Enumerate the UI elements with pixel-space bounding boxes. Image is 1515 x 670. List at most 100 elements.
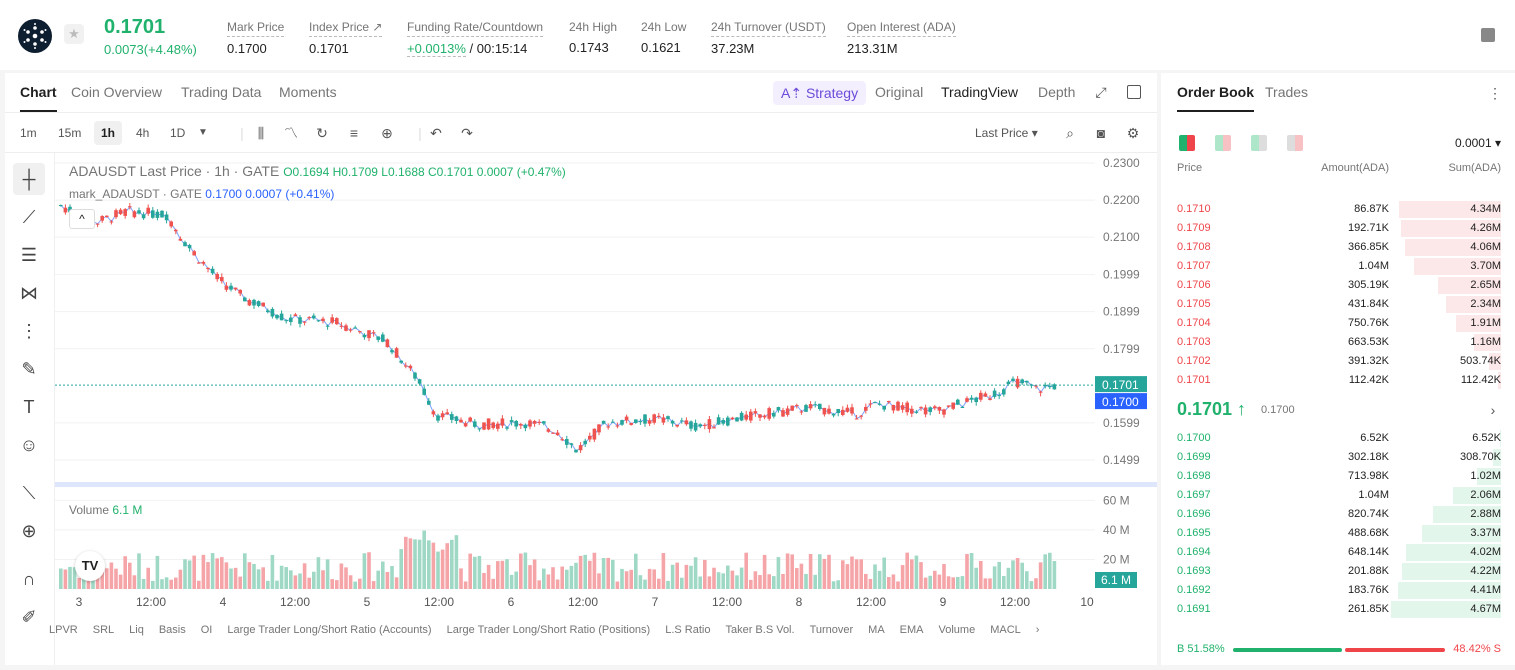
timeframe-1h[interactable]: 1h <box>94 121 123 145</box>
book-bids-icon[interactable] <box>1251 135 1267 151</box>
stat-label[interactable]: Funding Rate/Countdown <box>407 20 544 37</box>
candle-type-icon[interactable]: ⫼ <box>257 125 265 141</box>
order-book-row[interactable]: 0.1692 183.76K 4.41M <box>1177 581 1501 600</box>
fib-icon[interactable]: ⋮ <box>20 321 38 341</box>
order-book-row[interactable]: 0.1700 6.52K 6.52K <box>1177 429 1501 448</box>
candlestick-chart[interactable]: 0.2300 0.2200 0.2100 0.1999 0.1899 0.1799 0.15… <box>55 153 1157 665</box>
order-book-row[interactable]: 0.1694 648.14K 4.02M <box>1177 543 1501 562</box>
order-book-row[interactable]: 0.1697 1.04M 2.06M <box>1177 486 1501 505</box>
timeframe-4h[interactable]: 4h <box>136 126 150 140</box>
magnet-icon[interactable]: ∩ <box>22 569 36 589</box>
search-icon[interactable]: ⌕ <box>1066 125 1074 141</box>
indicator-item[interactable]: SRL <box>92 624 115 636</box>
timeframe-15m[interactable]: 15m <box>58 126 82 140</box>
timeframe-1d[interactable]: 1D <box>170 126 186 140</box>
timeframe-1m[interactable]: 1m <box>20 126 37 140</box>
price-type-select[interactable]: Last Price ▾ <box>975 126 1038 140</box>
indicator-item[interactable]: MACL <box>990 624 1021 636</box>
camera-icon[interactable]: ◙ <box>1096 125 1106 141</box>
order-book-row[interactable]: 0.1695 488.68K 3.37M <box>1177 524 1501 543</box>
pattern-icon[interactable]: ⋈ <box>20 283 38 303</box>
favorite-star-icon[interactable]: ★ <box>64 24 84 44</box>
order-book-row[interactable]: 0.1709 192.71K 4.26M <box>1177 219 1501 238</box>
redo-icon[interactable]: ↷ <box>461 125 473 141</box>
order-book-row[interactable]: 0.1708 366.85K 4.06M <box>1177 238 1501 257</box>
indicator-item[interactable]: LPVR <box>49 624 78 636</box>
order-book-row[interactable]: 0.1707 1.04M 3.70M <box>1177 257 1501 276</box>
settings-list-icon[interactable]: ≡ <box>349 125 359 141</box>
book-asks-icon[interactable] <box>1215 135 1231 151</box>
order-book-row[interactable]: 0.1702 391.32K 503.74K <box>1177 352 1501 371</box>
tab-trades[interactable]: Trades <box>1265 84 1309 100</box>
pencil-lock-icon[interactable]: ✐ <box>21 607 37 627</box>
volume-bar <box>1002 575 1006 589</box>
order-book-row[interactable]: 0.1706 305.19K 2.65M <box>1177 276 1501 295</box>
chevron-right-icon[interactable]: › <box>1490 402 1496 418</box>
order-book-row[interactable]: 0.1704 750.76K 1.91M <box>1177 314 1501 333</box>
stat-label[interactable]: Index Price ↗ <box>309 20 383 37</box>
indicator-item[interactable]: L.S Ratio <box>665 624 711 636</box>
more-icon[interactable]: ⋮ <box>1488 85 1502 101</box>
order-book-row[interactable]: 0.1705 431.84K 2.34M <box>1177 295 1501 314</box>
indicators-icon[interactable]: 〽 <box>284 125 298 141</box>
indicator-item[interactable]: EMA <box>899 624 924 636</box>
view-depth[interactable]: Depth <box>1038 84 1076 100</box>
zoom-in-icon[interactable]: ⊕ <box>21 521 37 541</box>
order-book-row[interactable]: 0.1693 201.88K 4.22M <box>1177 562 1501 581</box>
order-book-row[interactable]: 0.1699 302.18K 308.70K <box>1177 448 1501 467</box>
order-book-row[interactable]: 0.1698 713.98K 1.02M <box>1177 467 1501 486</box>
trendline-icon[interactable]: ⟋ <box>22 207 36 227</box>
order-book-row[interactable]: 0.1701 112.42K 112.42K <box>1177 371 1501 390</box>
row-amount: 488.68K <box>1348 527 1389 539</box>
brush-icon[interactable]: ✎ <box>21 359 37 379</box>
tab-chart[interactable]: Chart <box>20 84 57 112</box>
tab-trading-data[interactable]: Trading Data <box>181 84 262 100</box>
mid-price[interactable]: 0.1701 ↑ <box>1177 399 1247 419</box>
stat-value: 213.31M <box>847 41 898 56</box>
indicator-item[interactable]: Large Trader Long/Short Ratio (Accounts) <box>227 624 432 636</box>
stat-label[interactable]: 24h Turnover (USDT) <box>711 20 826 37</box>
collapse-legend-button[interactable]: ^ <box>69 209 95 229</box>
undo-icon[interactable]: ↶ <box>430 125 442 141</box>
crosshair-icon[interactable]: ┼ <box>13 163 45 195</box>
view-original[interactable]: Original <box>875 84 924 100</box>
indicator-item[interactable]: MA <box>868 624 885 636</box>
indicator-item[interactable]: Volume <box>938 624 976 636</box>
indicator-item[interactable]: Basis <box>158 624 186 636</box>
indicator-item[interactable]: Taker B.S Vol. <box>725 624 795 636</box>
indicator-item[interactable]: Liq <box>129 624 144 636</box>
book-both-icon[interactable] <box>1179 135 1195 151</box>
tab-order-book[interactable]: Order Book <box>1177 84 1255 112</box>
order-book-row[interactable]: 0.1691 261.85K 4.67M <box>1177 600 1501 619</box>
order-book-row[interactable]: 0.1703 663.53K 1.16M <box>1177 333 1501 352</box>
expand-icon[interactable]: ⤢ <box>1095 84 1107 100</box>
chevron-down-icon[interactable]: ▼ <box>198 127 208 138</box>
stat-label[interactable]: Mark Price <box>227 20 285 37</box>
text-icon[interactable]: T <box>23 397 35 417</box>
volume-bar <box>712 567 716 589</box>
mark-price-tag <box>1095 393 1147 410</box>
order-book-row[interactable]: 0.1710 86.87K 4.34M <box>1177 200 1501 219</box>
indicator-item[interactable]: OI <box>200 624 213 636</box>
indicator-item[interactable]: Large Trader Long/Short Ratio (Positions… <box>446 624 651 636</box>
refresh-icon[interactable]: ↻ <box>316 125 328 141</box>
gear-icon[interactable]: ⚙ <box>1126 125 1140 141</box>
tab-coin-overview[interactable]: Coin Overview <box>71 84 163 100</box>
ruler-icon[interactable]: ⟍ <box>22 483 36 503</box>
strategy-button[interactable]: A⇡ Strategy <box>773 81 867 105</box>
tab-moments[interactable]: Moments <box>279 84 337 100</box>
chevron-right-icon[interactable]: › <box>1035 624 1040 636</box>
tradingview-logo[interactable]: TV <box>75 551 105 581</box>
indicator-item[interactable]: Turnover <box>809 624 854 636</box>
order-book-row[interactable]: 0.1696 820.74K 2.88M <box>1177 505 1501 524</box>
precision-select[interactable]: 0.0001 ▾ <box>1454 136 1501 150</box>
window-icon[interactable] <box>1127 85 1141 99</box>
stat-24h-low: 24h Low 0.1621 <box>641 18 686 55</box>
add-indicator-icon[interactable]: ⊕ <box>381 125 393 141</box>
horizontal-lines-icon[interactable]: ☰ <box>20 245 38 265</box>
emoji-icon[interactable]: ☺ <box>19 435 39 455</box>
book-icon[interactable] <box>1481 28 1495 42</box>
book-asks-only-icon[interactable] <box>1287 135 1303 151</box>
view-tradingview[interactable]: TradingView <box>941 84 1019 100</box>
stat-label[interactable]: Open Interest (ADA) <box>847 20 956 37</box>
